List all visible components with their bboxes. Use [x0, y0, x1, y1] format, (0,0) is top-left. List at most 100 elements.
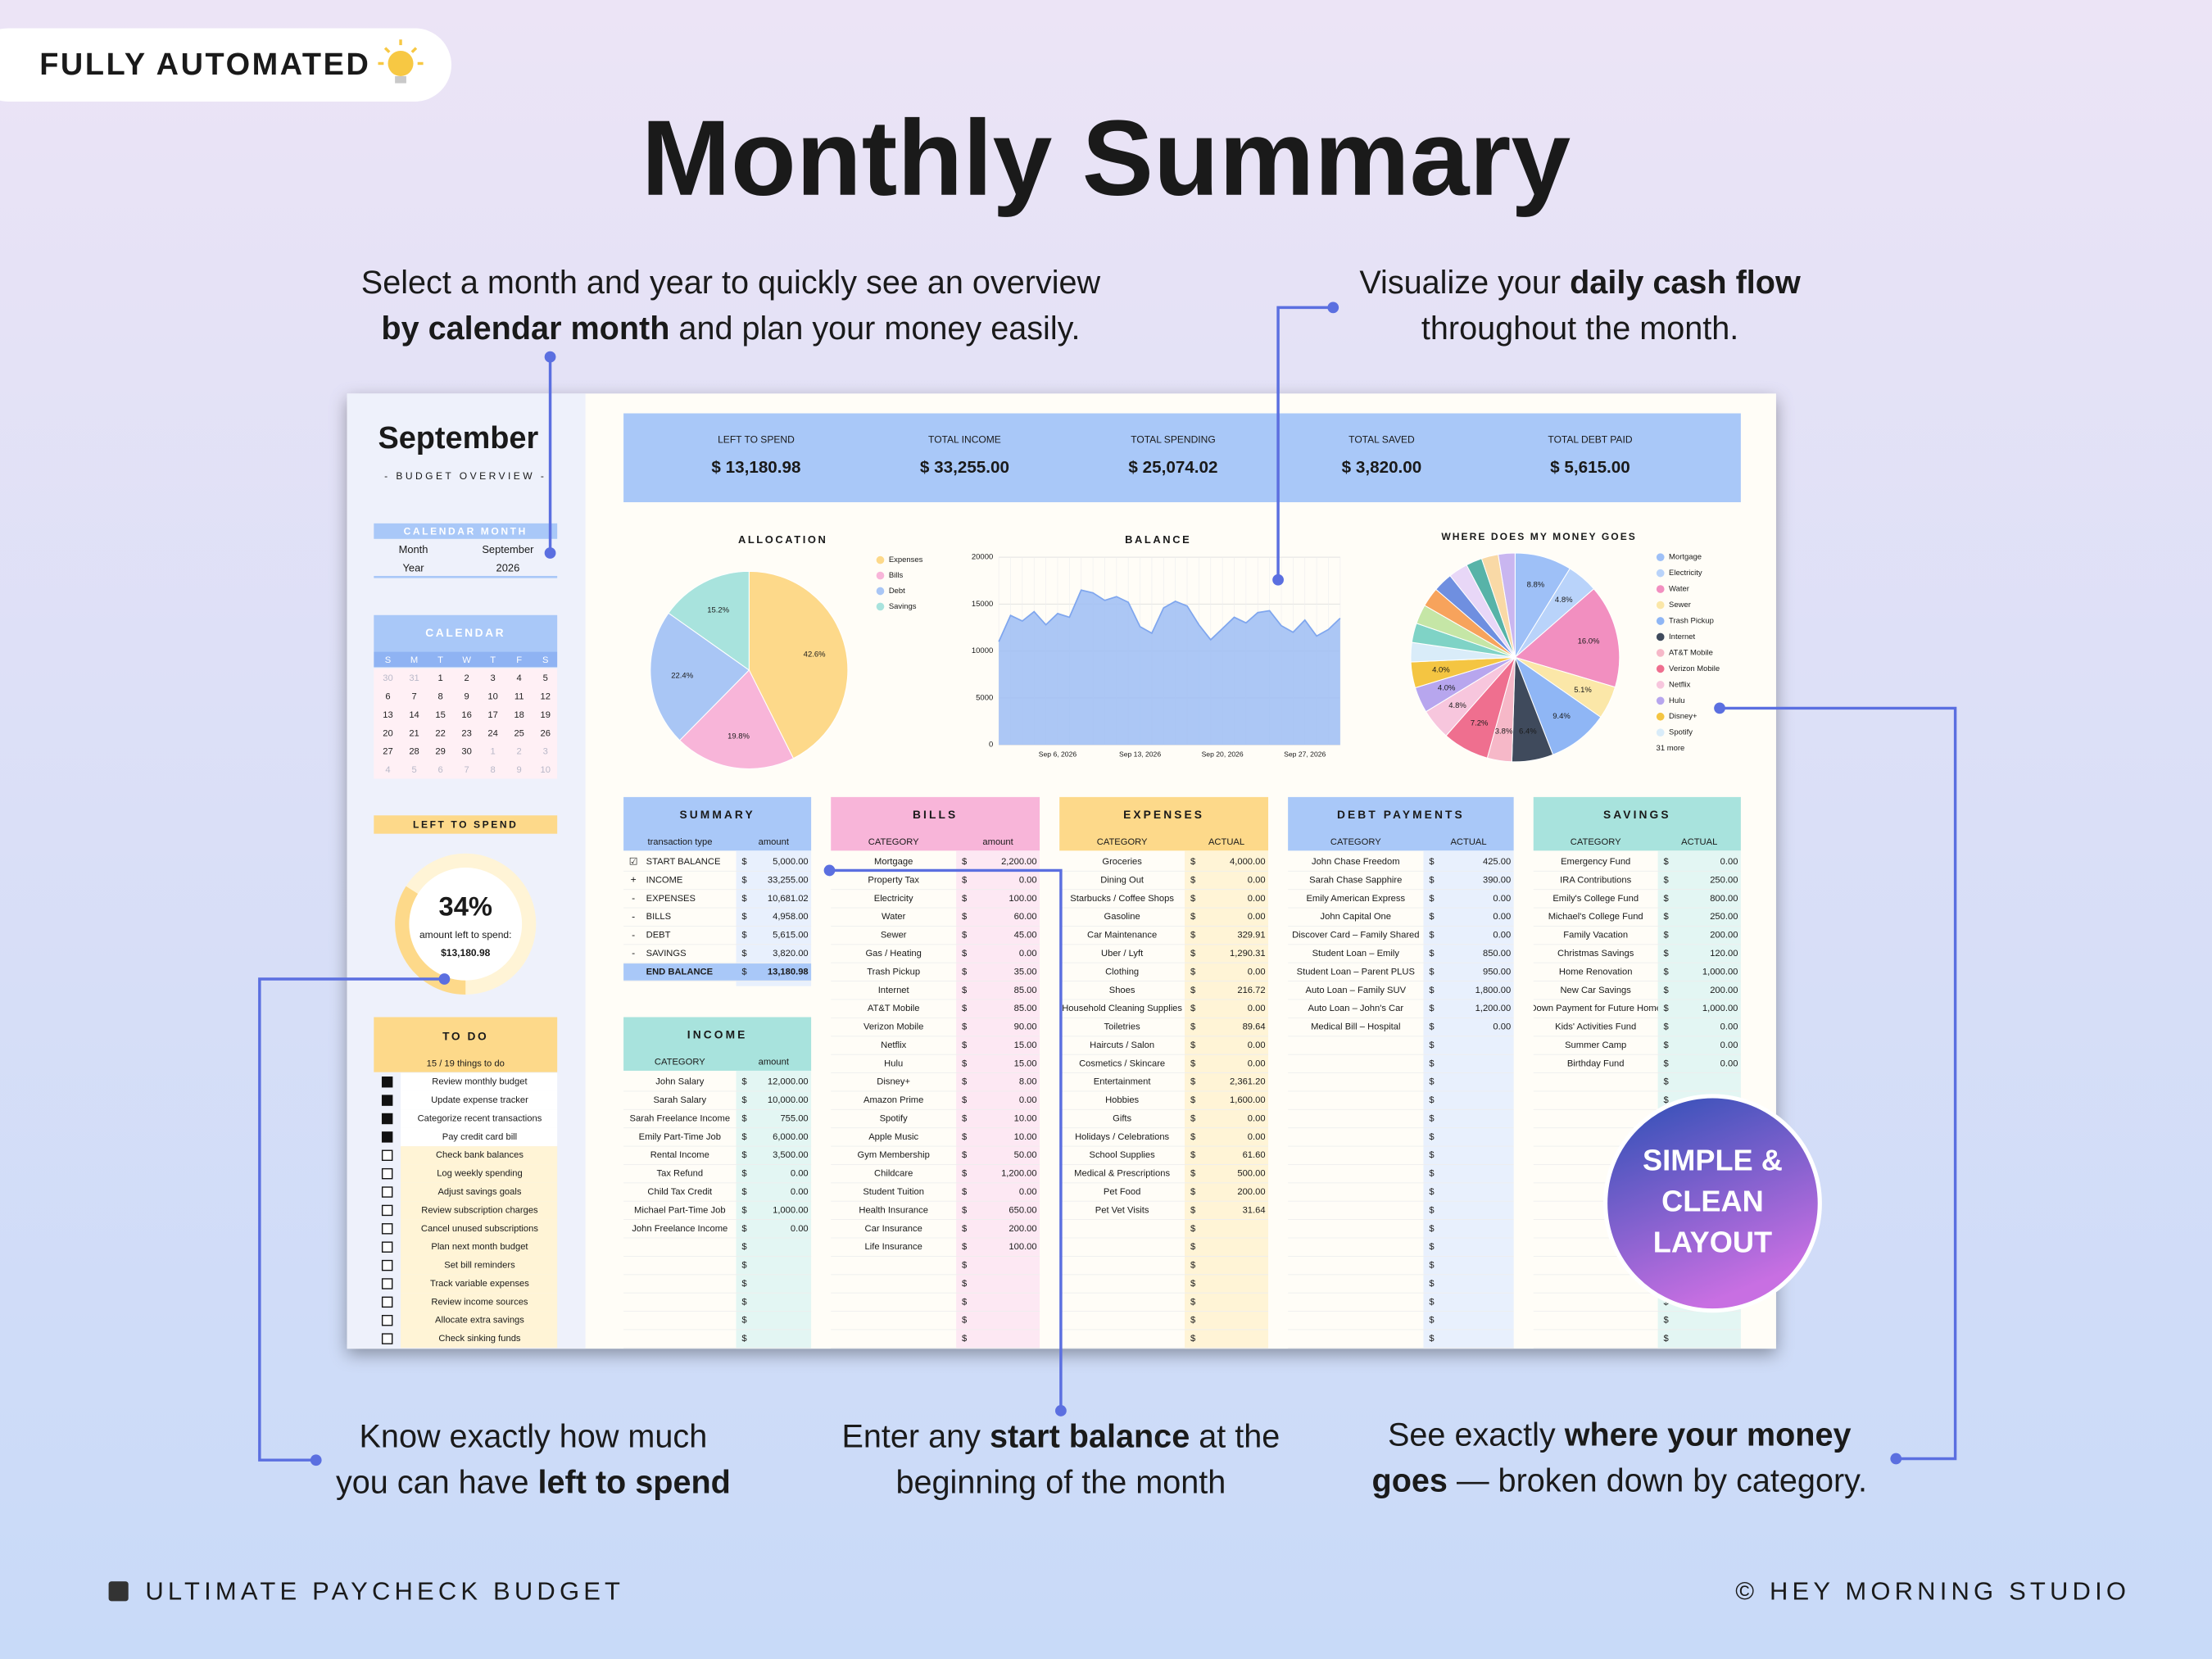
- callout-segment: — broken down by category.: [1448, 1463, 1867, 1499]
- currency: $: [1664, 1334, 1670, 1344]
- currency: $: [1429, 1242, 1435, 1252]
- weekday: S: [542, 655, 548, 665]
- kpi-value: $ 5,615.00: [1550, 458, 1630, 477]
- slice-label: 42.6%: [804, 650, 826, 660]
- currency: $: [741, 1113, 747, 1123]
- day: 31: [409, 673, 419, 683]
- row-name: Summer Camp: [1565, 1040, 1626, 1050]
- currency: $: [1429, 894, 1435, 904]
- day: 7: [465, 765, 469, 775]
- row-amount: 0.00: [1248, 1004, 1266, 1013]
- row-amount: 45.00: [1014, 931, 1037, 941]
- currency: $: [1429, 857, 1435, 867]
- currency: $: [1429, 1040, 1435, 1050]
- currency: $: [1190, 1261, 1196, 1271]
- column-header: CATEGORY: [655, 1058, 705, 1067]
- callout-segment: start balance: [990, 1419, 1190, 1455]
- callout-segment: you can have: [336, 1465, 538, 1501]
- currency: $: [1664, 894, 1670, 904]
- currency: $: [1429, 1022, 1435, 1032]
- y-tick-label: 15000: [972, 600, 993, 609]
- day: 10: [487, 692, 497, 702]
- weekday: M: [410, 655, 418, 665]
- todo-item: Check sinking funds: [438, 1334, 521, 1344]
- row-name: Car Insurance: [865, 1224, 922, 1234]
- row-amount: 200.00: [1237, 1187, 1265, 1197]
- kpi-value: $ 13,180.98: [711, 458, 800, 477]
- currency: $: [962, 1224, 968, 1234]
- month-title: September: [378, 421, 538, 456]
- row-amount: 425.00: [1483, 857, 1511, 867]
- callout-line: Visualize your daily cash flow: [1359, 265, 1801, 301]
- checkbox: [381, 1167, 393, 1180]
- legend-swatch: [1656, 632, 1665, 641]
- row-amount: 13,180.98: [768, 967, 809, 977]
- currency: $: [1190, 1316, 1196, 1326]
- todo-row: [401, 1164, 558, 1183]
- row-name: IRA Contributions: [1560, 875, 1631, 885]
- legend-swatch: [876, 555, 885, 564]
- currency: $: [1190, 1334, 1196, 1344]
- currency: $: [1429, 1169, 1435, 1179]
- row-amount: 500.00: [1237, 1169, 1265, 1179]
- table-title: EXPENSES: [1123, 809, 1204, 821]
- currency: $: [962, 931, 968, 941]
- row-name: Internet: [878, 986, 910, 995]
- row-name: Pet Vet Visits: [1095, 1205, 1149, 1215]
- row-amount: 6,000.00: [773, 1132, 809, 1142]
- kpi-band: [623, 413, 1741, 503]
- row-name: Property Tax: [868, 875, 919, 885]
- currency: $: [1429, 1095, 1435, 1105]
- legend-label: Internet: [1669, 632, 1695, 641]
- day: 21: [409, 728, 419, 738]
- slice-label: 22.4%: [671, 672, 693, 681]
- day: 25: [514, 728, 524, 738]
- checkbox: [381, 1259, 393, 1271]
- currency: $: [1664, 967, 1670, 977]
- todo-status: 15 / 19 things to do: [427, 1058, 505, 1068]
- currency: $: [1664, 1022, 1670, 1032]
- callout-segment: left to spend: [537, 1465, 730, 1501]
- kpi-value: $ 3,820.00: [1342, 458, 1422, 477]
- amount-column: [1185, 850, 1269, 1349]
- currency: $: [1190, 1187, 1196, 1197]
- row-amount: 800.00: [1710, 894, 1738, 904]
- table-header: [831, 796, 1040, 851]
- footer-square: [108, 1581, 129, 1602]
- table-header: [1288, 796, 1514, 851]
- subtitle: - BUDGET OVERVIEW -: [384, 470, 546, 482]
- amount-column: [736, 1070, 812, 1349]
- day: 6: [437, 765, 442, 775]
- column-header: CATEGORY: [868, 837, 919, 847]
- row-amount: 33,255.00: [768, 875, 809, 885]
- currency: $: [741, 967, 747, 977]
- row-amount: 1,200.00: [1475, 1004, 1512, 1013]
- row-amount: 15.00: [1014, 1058, 1037, 1068]
- row-amount: 1,290.31: [1230, 949, 1266, 959]
- row-name: Medical Bill – Hospital: [1311, 1022, 1400, 1032]
- legend-label: Bills: [889, 571, 904, 580]
- currency: $: [1190, 1297, 1196, 1307]
- day: 1: [437, 673, 442, 683]
- row-amount: 90.00: [1014, 1022, 1037, 1032]
- day: 19: [540, 710, 550, 720]
- todo-row: [401, 1109, 558, 1128]
- amount: $13,180.98: [441, 947, 491, 959]
- currency: $: [1429, 931, 1435, 941]
- table-title: BILLS: [913, 809, 958, 821]
- chart-title: WHERE DOES MY MONEY GOES: [1441, 531, 1637, 542]
- day: 8: [491, 765, 496, 775]
- currency: $: [741, 1316, 747, 1326]
- day: 27: [383, 747, 392, 757]
- day: 4: [517, 673, 522, 683]
- row-amount: 15.00: [1014, 1040, 1037, 1050]
- currency: $: [741, 1224, 747, 1234]
- row-name: Emily Part-Time Job: [639, 1132, 721, 1142]
- legend-label: Debt: [889, 587, 905, 596]
- row-name: Uber / Lyft: [1101, 949, 1144, 959]
- day: 16: [461, 710, 471, 720]
- callout-line: See exactly where your money: [1388, 1417, 1852, 1453]
- row-name: END BALANCE: [646, 967, 714, 977]
- currency: $: [962, 912, 968, 922]
- currency: $: [1664, 1316, 1670, 1326]
